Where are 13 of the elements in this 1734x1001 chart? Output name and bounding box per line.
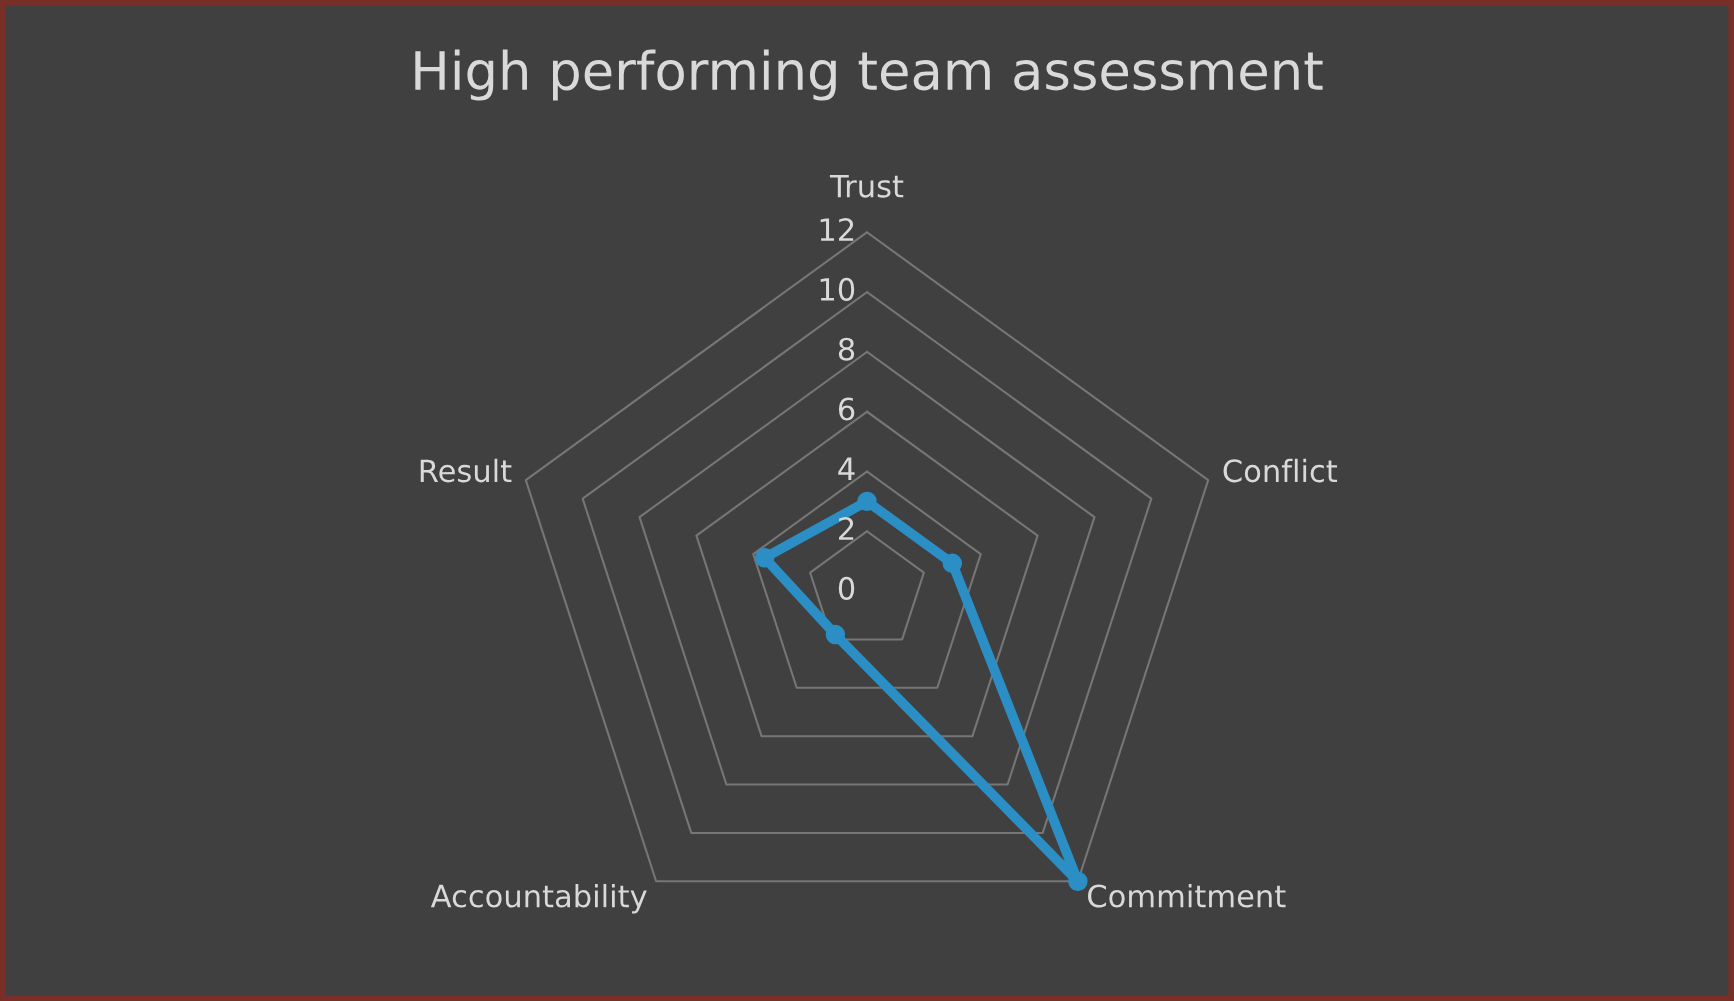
- y-tick-label: 12: [820, 218, 854, 241]
- y-tick-label: 8: [838, 337, 855, 361]
- spoke-label: Conflict: [1223, 458, 1338, 483]
- spoke-label: Commitment: [1088, 883, 1286, 908]
- y-tick-label: 0: [838, 576, 855, 600]
- y-tick-label: 2: [839, 517, 854, 540]
- y-tick-label: 4: [838, 457, 855, 480]
- y-tick-label: 10: [820, 277, 855, 301]
- spoke-label: Trust: [829, 174, 904, 198]
- spoke-label: Accountability: [430, 883, 647, 914]
- spoke-label: Result: [420, 458, 512, 483]
- y-tick-label: 6: [838, 397, 855, 421]
- chart-title: High performing team assessment: [415, 49, 1323, 101]
